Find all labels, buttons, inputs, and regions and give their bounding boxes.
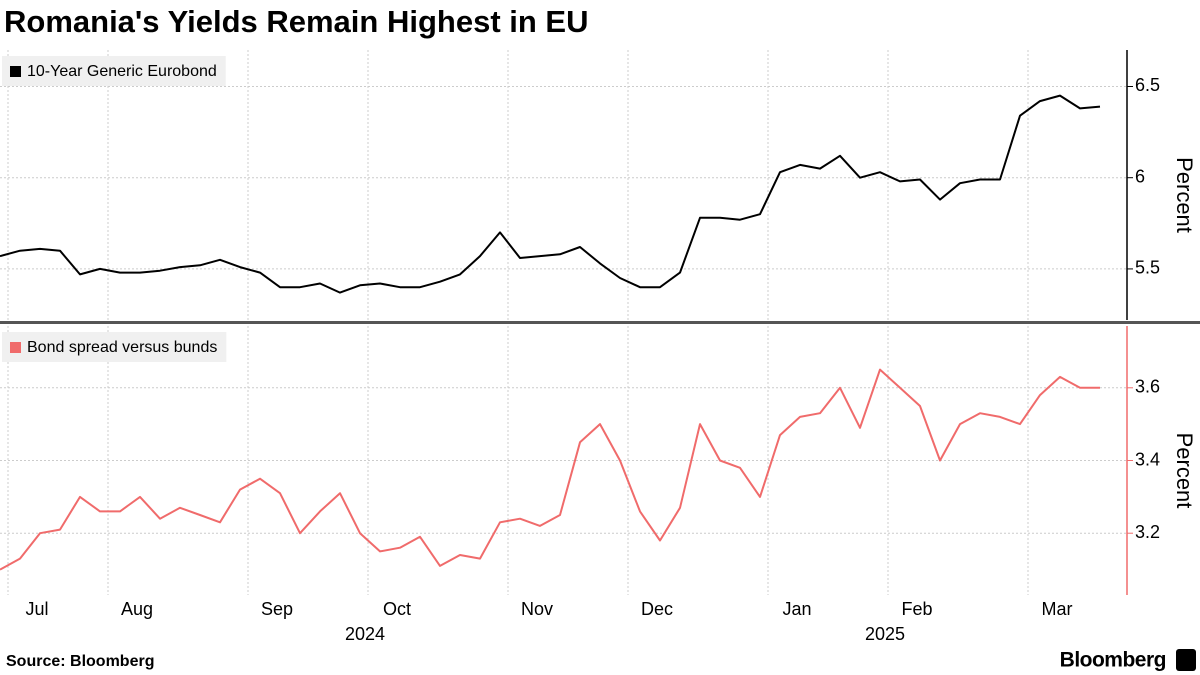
x-year-label: 2025 bbox=[865, 624, 905, 644]
legend-label: 10-Year Generic Eurobond bbox=[27, 63, 217, 80]
x-tick-label: Sep bbox=[261, 599, 293, 619]
legend-swatch bbox=[10, 342, 21, 353]
x-tick-label: Aug bbox=[121, 599, 153, 619]
x-tick-label: Dec bbox=[641, 599, 673, 619]
brand: Bloomberg bbox=[1060, 649, 1166, 672]
y-axis-label: Percent bbox=[1172, 433, 1197, 509]
y-tick-label: 3.2 bbox=[1135, 522, 1160, 542]
y-tick-label: 3.6 bbox=[1135, 377, 1160, 397]
legend-label: Bond spread versus bunds bbox=[27, 339, 217, 356]
line-series bbox=[0, 368, 1100, 571]
y-tick-label: 6 bbox=[1135, 166, 1145, 186]
brand-icon bbox=[1176, 649, 1196, 671]
y-tick-label: 6.5 bbox=[1135, 75, 1160, 95]
legend: 10-Year Generic Eurobond bbox=[2, 56, 226, 86]
chart-title: Romania's Yields Remain Highest in EU bbox=[4, 4, 588, 39]
y-axis-label: Percent bbox=[1172, 157, 1197, 233]
legend-bg bbox=[2, 56, 226, 86]
y-tick-label: 5.5 bbox=[1135, 258, 1160, 278]
x-tick-label: Nov bbox=[521, 599, 553, 619]
x-year-label: 2024 bbox=[345, 624, 385, 644]
x-tick-label: Jul bbox=[25, 599, 48, 619]
y-tick-label: 3.4 bbox=[1135, 449, 1160, 469]
line-series bbox=[0, 94, 1101, 294]
x-tick-label: Jan bbox=[782, 599, 811, 619]
legend-swatch bbox=[10, 66, 21, 77]
x-tick-label: Oct bbox=[383, 599, 411, 619]
legend: Bond spread versus bunds bbox=[2, 332, 227, 362]
legend-bg bbox=[2, 332, 227, 362]
x-tick-label: Mar bbox=[1042, 599, 1073, 619]
x-tick-label: Feb bbox=[901, 599, 932, 619]
source: Source: Bloomberg bbox=[6, 653, 154, 670]
panel-separator bbox=[0, 321, 1200, 324]
